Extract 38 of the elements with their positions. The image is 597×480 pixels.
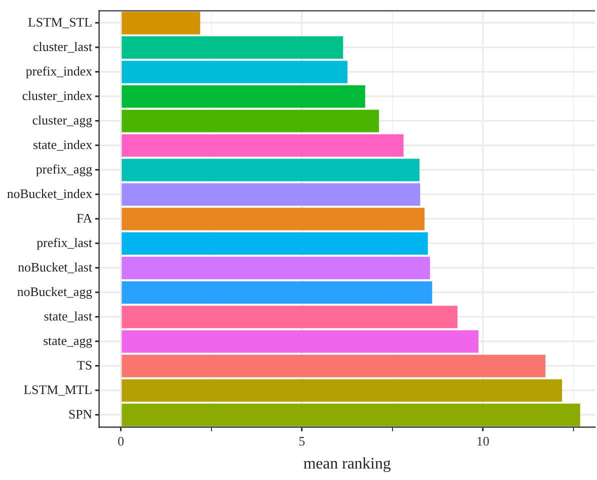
- y-tick-label: LSTM_MTL: [24, 382, 92, 397]
- y-tick-label: prefix_agg: [36, 161, 93, 176]
- bar: [122, 281, 432, 304]
- bar: [122, 208, 425, 230]
- y-tick-label: cluster_last: [32, 38, 93, 54]
- bar: [122, 330, 478, 353]
- y-tick-label: LSTM_STL: [28, 14, 92, 30]
- y-tick-label: prefix_last: [36, 234, 93, 250]
- bar: [122, 36, 344, 59]
- y-tick-label: state_index: [32, 136, 93, 152]
- x-tick-label: 0: [118, 433, 124, 448]
- y-tick-label: cluster_agg: [32, 112, 93, 128]
- y-tick-label: state_agg: [43, 332, 93, 348]
- y-tick-label: noBucket_agg: [17, 284, 93, 299]
- y-tick-label: TS: [77, 357, 92, 372]
- y-tick-label: SPN: [68, 406, 93, 422]
- bar: [122, 134, 404, 157]
- bar: [122, 183, 420, 206]
- bar: [122, 110, 379, 132]
- y-tick-label: noBucket_last: [18, 259, 93, 274]
- bar: [122, 306, 458, 328]
- y-tick-label: state_last: [44, 308, 93, 324]
- y-tick-label: noBucket_index: [6, 186, 93, 201]
- x-tick-label: 5: [298, 433, 306, 448]
- bar: [122, 404, 580, 426]
- bar: [122, 354, 546, 378]
- bar: [122, 232, 428, 255]
- bar: [122, 158, 420, 182]
- y-tick-label: prefix_index: [26, 63, 93, 78]
- x-axis-title: mean ranking: [303, 456, 391, 473]
- bar: [122, 60, 348, 84]
- bar: [122, 12, 200, 34]
- bar: [122, 256, 430, 280]
- y-tick-label: FA: [76, 210, 93, 226]
- bar: [122, 379, 562, 402]
- x-tick-label: 10: [476, 433, 490, 448]
- bar: [122, 85, 366, 108]
- y-tick-label: cluster_index: [22, 88, 93, 103]
